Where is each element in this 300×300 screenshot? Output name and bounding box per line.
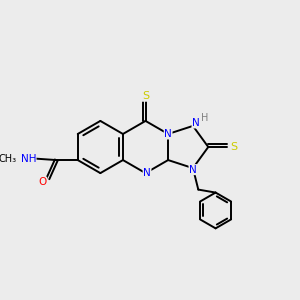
Text: O: O (38, 177, 47, 187)
Text: S: S (142, 91, 149, 101)
Text: H: H (201, 112, 208, 123)
Text: N: N (164, 129, 172, 139)
Text: NH: NH (20, 154, 36, 164)
Text: S: S (230, 142, 237, 152)
Text: N: N (143, 168, 151, 178)
Text: N: N (192, 118, 200, 128)
Text: N: N (189, 165, 197, 175)
Text: CH₃: CH₃ (0, 154, 16, 164)
